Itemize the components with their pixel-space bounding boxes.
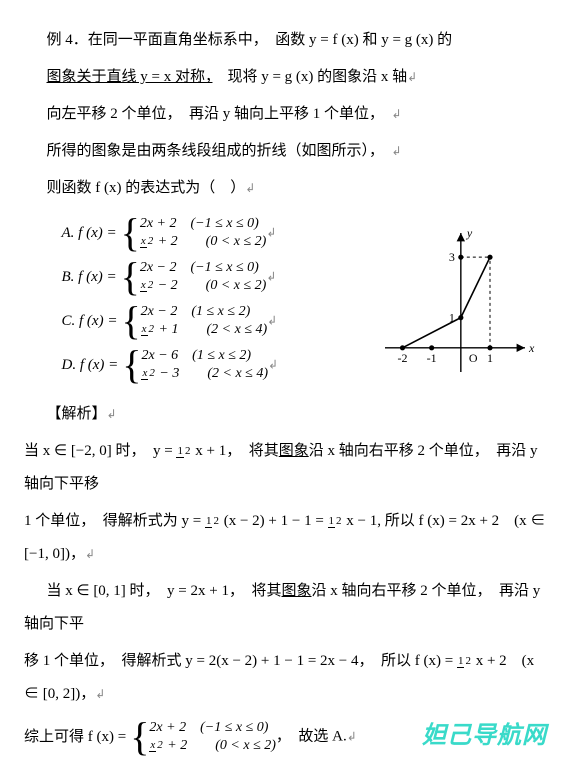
- option-c-prefix: C. f (x) =: [62, 305, 118, 338]
- problem-line-3: 向左平移 2 个单位， 再沿 y 轴向上平移 1 个单位， ↲: [24, 98, 547, 131]
- problem-line-1: 例 4．在同一平面直角坐标系中， 函数 y = f (x) 和 y = g (x…: [24, 24, 547, 57]
- option-b-prefix: B. f (x) =: [62, 261, 117, 294]
- svg-text:x: x: [528, 341, 535, 355]
- concl-prefix: 综上可得 f (x) =: [24, 721, 126, 754]
- section-heading: 【解析】↲: [24, 398, 547, 431]
- text: 现将 y = g (x) 的图象沿 x 轴: [212, 69, 407, 85]
- brace-icon: {: [121, 257, 140, 297]
- explain-line-1: 当 x ∈ [−2, 0] 时， y = 12 x + 1， 将其图象沿 x 轴…: [24, 435, 547, 501]
- brace-icon: {: [122, 345, 141, 385]
- explain-line-2: 1 个单位， 得解析式为 y = 12 (x − 2) + 1 − 1 = 12…: [24, 505, 547, 571]
- svg-text:1: 1: [449, 311, 455, 325]
- explain-line-5: 综上可得 f (x) = { 2x + 2 (−1 ≤ x ≤ 0) x2 + …: [24, 717, 547, 757]
- option-c: C. f (x) = { 2x − 2 (1 ≤ x ≤ 2) x2 + 1 (…: [62, 301, 360, 341]
- svg-text:-2: -2: [398, 351, 408, 365]
- option-a: A. f (x) = { 2x + 2 (−1 ≤ x ≤ 0) x2 + 2 …: [62, 213, 360, 253]
- option-b: B. f (x) = { 2x − 2 (−1 ≤ x ≤ 0) x2 − 2 …: [62, 257, 360, 297]
- svg-text:y: y: [466, 226, 473, 240]
- option-a-prefix: A. f (x) =: [62, 217, 117, 250]
- explain-line-4: 移 1 个单位， 得解析式 y = 2(x − 2) + 1 − 1 = 2x …: [24, 645, 547, 711]
- underline-1: 图象关于直线 y = x 对称，: [47, 69, 213, 85]
- svg-text:1: 1: [487, 351, 493, 365]
- explain-line-3: 当 x ∈ [0, 1] 时， y = 2x + 1， 将其图象沿 x 轴向右平…: [24, 575, 547, 641]
- brace-icon: {: [130, 717, 149, 757]
- svg-text:-1: -1: [427, 351, 437, 365]
- brace-icon: {: [121, 301, 140, 341]
- option-d-prefix: D. f (x) =: [62, 349, 119, 382]
- watermark: 妲己导航网: [422, 710, 547, 763]
- figure-chart: -2 -1 1 1 3 Ox y: [367, 219, 547, 394]
- option-d: D. f (x) = { 2x − 6 (1 ≤ x ≤ 2) x2 − 3 (…: [62, 345, 360, 385]
- cursor-mark: ↲: [407, 70, 417, 84]
- underline-3: 图象: [281, 583, 311, 599]
- svg-text:O: O: [469, 351, 478, 365]
- underline-2: 图象: [279, 443, 309, 459]
- brace-icon: {: [121, 213, 140, 253]
- problem-line-2: 图象关于直线 y = x 对称， 现将 y = g (x) 的图象沿 x 轴↲: [24, 61, 547, 94]
- problem-line-5: 则函数 f (x) 的表达式为（ ）↲: [24, 172, 547, 205]
- problem-line-4: 所得的图象是由两条线段组成的折线（如图所示）， ↲: [24, 135, 547, 168]
- svg-text:3: 3: [449, 250, 455, 264]
